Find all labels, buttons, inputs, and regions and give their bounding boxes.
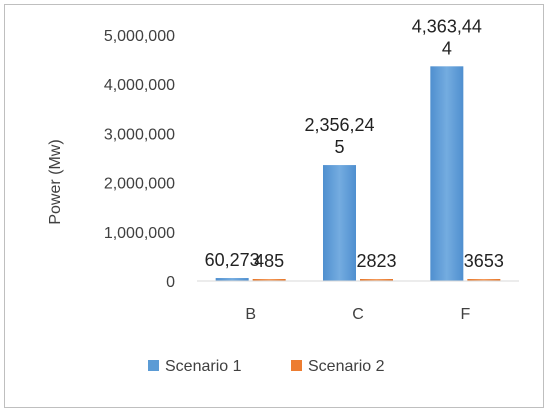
y-tick-label: 5,000,000	[104, 28, 175, 45]
y-tick-labels: 0 1,000,000 2,000,000 3,000,000 4,000,000 5,0…	[104, 28, 175, 291]
data-label: 5	[334, 137, 344, 157]
y-tick-label: 2,000,000	[104, 176, 175, 193]
y-tick-label: 4,000,000	[104, 77, 175, 94]
bar-scenario-1-b	[215, 278, 249, 281]
bar-scenario-2-f	[467, 279, 501, 281]
bars	[215, 66, 501, 281]
legend: Scenario 1 Scenario 2	[148, 358, 385, 375]
data-label: 2823	[356, 251, 396, 271]
data-label: 4,363,44	[412, 16, 482, 36]
data-label: 60,273	[205, 250, 260, 270]
y-tick-label: 1,000,000	[104, 225, 175, 242]
legend-swatch-scenario-1	[148, 360, 159, 371]
bar-scenario-1-c	[323, 165, 356, 281]
y-axis-title: Power (Mw)	[47, 139, 64, 224]
x-tick-label: B	[245, 306, 256, 323]
y-tick-label: 3,000,000	[104, 126, 175, 143]
y-tick-label: 0	[166, 274, 175, 291]
legend-swatch-scenario-2	[291, 360, 302, 371]
x-tick-label: F	[460, 306, 470, 323]
data-label: 3653	[464, 251, 504, 271]
data-label: 4	[442, 38, 452, 58]
bar-scenario-1-f	[430, 66, 464, 281]
bar-scenario-2-c	[360, 279, 393, 281]
data-label: 485	[254, 251, 284, 271]
legend-label-scenario-1: Scenario 1	[165, 358, 242, 375]
data-label: 2,356,24	[304, 115, 374, 135]
x-tick-label: C	[352, 306, 364, 323]
legend-label-scenario-2: Scenario 2	[308, 358, 385, 375]
bar-scenario-2-b	[252, 279, 286, 281]
